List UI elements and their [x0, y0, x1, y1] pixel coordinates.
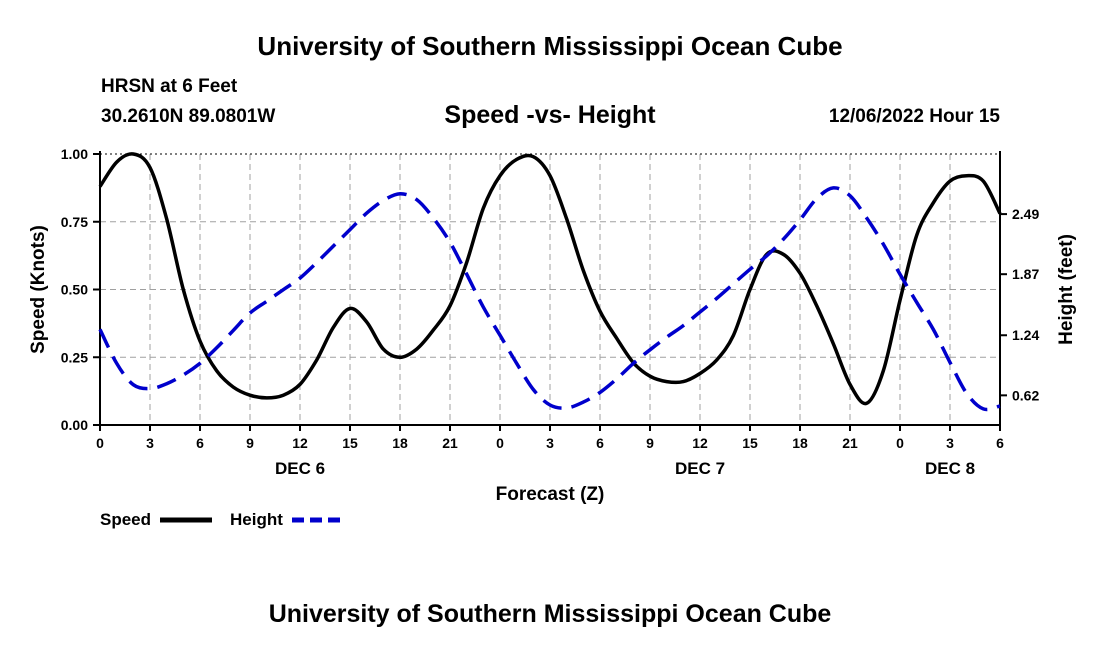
x-axis-title: Forecast (Z)	[496, 484, 605, 505]
x-date-label: DEC 6	[275, 459, 325, 478]
forecast-datetime: 12/06/2022 Hour 15	[828, 106, 1000, 127]
x-tick-label: 21	[442, 435, 458, 451]
x-date-label: DEC 8	[925, 459, 975, 478]
x-tick-label: 12	[692, 435, 708, 451]
y2-tick-label: 1.24	[1012, 327, 1039, 343]
footer-title: University of Southern Mississippi Ocean…	[268, 600, 832, 628]
series-line-speed	[98, 152, 1002, 406]
y-tick-label: 0.50	[61, 282, 88, 298]
y-tick-label: 1.00	[61, 146, 88, 162]
grid	[100, 153, 1000, 425]
x-tick-label: 15	[342, 435, 358, 451]
x-tick-label: 9	[246, 435, 254, 451]
y2-tick-label: 2.49	[1012, 206, 1039, 222]
x-tick-label: 3	[546, 435, 554, 451]
chart-title: Speed -vs- Height	[444, 101, 656, 129]
y-tick-label: 0.25	[61, 349, 88, 365]
y2-tick-label: 0.62	[1012, 387, 1039, 403]
y-axis-title: Speed (Knots)	[28, 225, 49, 354]
y2-axis-title: Height (feet)	[1056, 234, 1077, 345]
legend: Speed Height	[100, 510, 344, 529]
x-tick-label: 6	[196, 435, 204, 451]
x-tick-label: 3	[946, 435, 954, 451]
x-tick-label: 18	[792, 435, 808, 451]
series-lines	[98, 152, 1002, 412]
page-title: University of Southern Mississippi Ocean…	[257, 31, 843, 61]
station-coordinates: 30.2610N 89.0801W	[101, 106, 276, 127]
station-name: HRSN at 6 Feet	[101, 76, 238, 97]
x-tick-label: 12	[292, 435, 308, 451]
x-tick-label: 0	[896, 435, 904, 451]
x-date-label: DEC 7	[675, 459, 725, 478]
x-tick-label: 6	[996, 435, 1004, 451]
x-tick-label: 9	[646, 435, 654, 451]
x-tick-label: 0	[96, 435, 104, 451]
speed-height-chart: 0 3 6 9 12 15 18 21 0 3 6 9 12 15 18 21 0 3 6 0.00 0.25 0.50 0…	[28, 146, 1077, 529]
x-tick-label: 3	[146, 435, 154, 451]
ticks: 0 3 6 9 12 15 18 21 0 3 6 9 12 15 18 21 0 3 6 0.00 0.25 0.50 0…	[61, 146, 1040, 451]
y-tick-label: 0.75	[61, 214, 88, 230]
x-tick-label: 21	[842, 435, 858, 451]
legend-speed-label: Speed	[100, 510, 151, 529]
x-tick-label: 18	[392, 435, 408, 451]
x-tick-label: 15	[742, 435, 758, 451]
y2-tick-label: 1.87	[1012, 266, 1039, 282]
x-tick-label: 0	[496, 435, 504, 451]
y-tick-label: 0.00	[61, 417, 88, 433]
x-tick-label: 6	[596, 435, 604, 451]
axis-labels: DEC 6 DEC 7 DEC 8 Forecast (Z) Speed (Knots)…	[28, 225, 1077, 505]
legend-height-label: Height	[230, 510, 283, 529]
series-line-height	[98, 186, 1001, 412]
